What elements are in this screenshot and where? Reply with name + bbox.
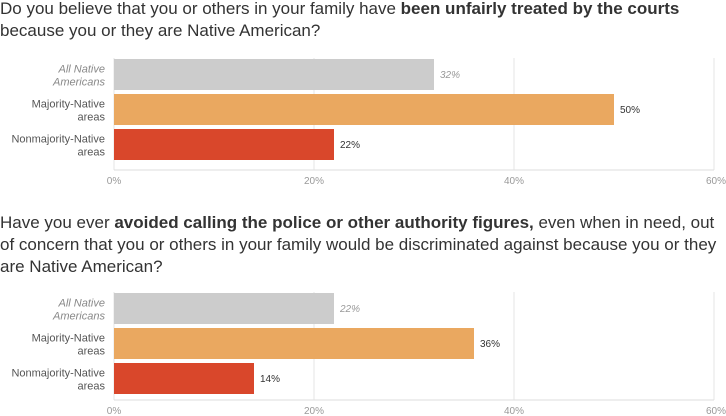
chart-2-title-part: even when in need, out of concern that y… [0,213,717,276]
chart-1-tick-label: 40% [504,176,524,187]
chart-2-data-label: 14% [260,374,280,385]
chart-2-category-label: areas [77,381,105,393]
chart-2-bar [114,293,334,324]
chart-1-category-label: Nonmajority-Native [11,134,105,146]
chart-2-title-part: Have you ever [0,213,115,232]
chart-2-tick-label: 60% [706,406,726,416]
chart-1-data-label: 32% [440,70,460,81]
chart-1-title: Do you believe that you or others in you… [0,0,724,42]
chart-1-title-part: because you or they are Native American? [0,21,321,40]
chart-1-category-label: areas [77,112,105,124]
chart-2-data-label: 36% [480,339,500,350]
chart-2-data-label: 22% [339,304,360,315]
chart-1-category-label: All Native [58,64,105,76]
chart-2-tick-label: 40% [504,406,524,416]
chart-1-bar [114,129,334,160]
chart-1-data-label: 22% [340,140,360,151]
chart-2-bar [114,328,474,359]
chart-1-title-part-bold: been unfairly treated by the courts [400,0,680,18]
chart-1-bar [114,59,434,90]
chart-2-bar [114,363,254,394]
chart-2-title-part-bold: avoided calling the police or other auth… [114,213,534,232]
chart-1-tick-label: 0% [107,176,122,187]
chart-1-data-label: 50% [620,105,640,116]
chart-2-category-label: All Native [58,298,105,310]
chart-2-tick-label: 20% [304,406,324,416]
chart-2-title: Have you ever avoided calling the police… [0,212,724,278]
chart-1-bar [114,94,614,125]
chart-2-category-label: areas [77,346,105,358]
chart-1-tick-label: 20% [304,176,324,187]
chart-1-title-part: Do you believe that you or others in you… [0,0,401,18]
chart-1-category-label: areas [77,147,105,159]
chart-2-category-label: Nonmajority-Native [11,368,105,380]
chart-1-category-label: Majority-Native [32,99,105,111]
chart-2-category-label: Americans [52,311,105,323]
chart-2-tick-label: 0% [107,406,122,416]
chart-1-tick-label: 60% [706,176,726,187]
chart-2-category-label: Majority-Native [32,333,105,345]
chart-1-category-label: Americans [52,77,105,89]
